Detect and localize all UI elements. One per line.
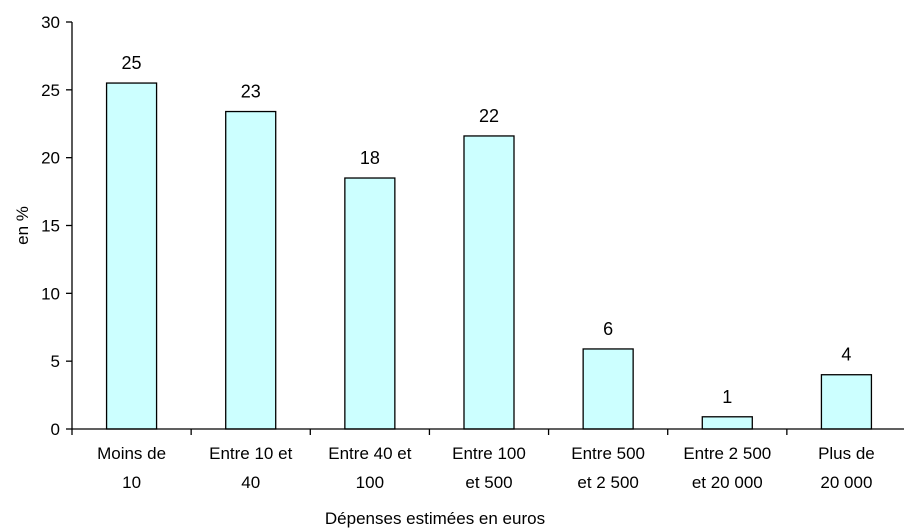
x-tick-label: Entre 10 et 40 [209, 444, 292, 492]
data-label: 18 [360, 148, 380, 168]
y-tick-label: 25 [41, 81, 60, 100]
data-label: 23 [241, 82, 261, 102]
x-tick-label: Entre 100 et 500 [452, 444, 526, 492]
x-tick-label: Moins de 10 [97, 444, 166, 492]
x-axis-title: Dépenses estimées en euros [325, 509, 545, 528]
bars-group [105, 82, 873, 430]
y-tick-label: 30 [41, 13, 60, 32]
y-tick-label: 15 [41, 217, 60, 236]
data-label: 4 [841, 345, 851, 365]
y-tick-label: 0 [51, 420, 60, 439]
y-tick-label: 10 [41, 284, 60, 303]
x-axis: Moins de 10 Entre 10 et 40 Entre 40 et 100 Ent… [71, 428, 904, 492]
x-tick-label: Entre 2 500 et 20 000 [683, 444, 771, 492]
x-tick-label: Entre 500 et 2 500 [571, 444, 645, 492]
y-tick-label: 5 [51, 352, 60, 371]
y-axis: 0 5 10 15 20 25 30 [41, 13, 73, 439]
y-tick-label: 20 [41, 149, 60, 168]
bar [105, 82, 158, 430]
data-label: 6 [603, 319, 613, 339]
data-label: 22 [479, 106, 499, 126]
bar [344, 177, 396, 430]
y-axis-title: en % [13, 206, 32, 245]
bar [701, 416, 753, 430]
x-tick-label: Entre 40 et 100 [328, 444, 411, 492]
bar [820, 374, 873, 430]
data-label: 1 [722, 387, 732, 407]
bar [582, 348, 634, 430]
x-tick-label: Plus de 20 000 [818, 444, 875, 492]
bar [463, 135, 515, 430]
bar [225, 110, 277, 430]
data-label: 25 [122, 53, 142, 73]
data-labels-group: 25 23 18 22 6 1 4 [122, 53, 852, 407]
